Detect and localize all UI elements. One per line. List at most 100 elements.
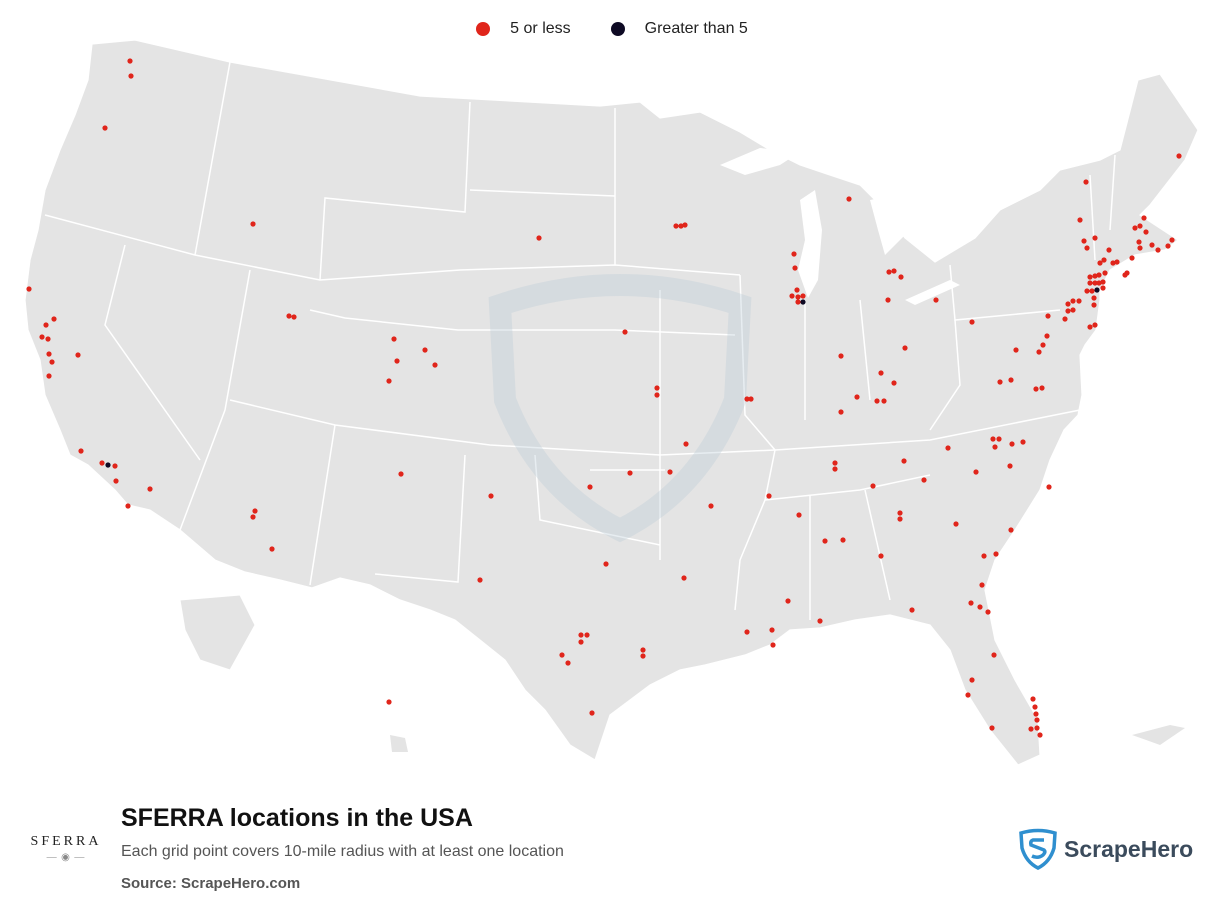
location-marker-small bbox=[708, 503, 714, 509]
sferra-logo-mark: — ◉ — bbox=[46, 852, 86, 863]
location-marker-small bbox=[391, 336, 397, 342]
location-marker-small bbox=[654, 385, 660, 391]
location-marker-small bbox=[681, 575, 687, 581]
location-marker-small bbox=[559, 652, 565, 658]
location-marker-small bbox=[789, 293, 795, 299]
location-marker-small bbox=[881, 398, 887, 404]
location-marker-small bbox=[578, 639, 584, 645]
map-legend: 5 or less Greater than 5 bbox=[0, 20, 1224, 38]
location-marker-small bbox=[622, 329, 628, 335]
location-marker-small bbox=[1032, 704, 1038, 710]
location-marker-small bbox=[1037, 732, 1043, 738]
location-marker-small bbox=[968, 600, 974, 606]
location-marker-small bbox=[1091, 302, 1097, 308]
location-marker-small bbox=[682, 222, 688, 228]
location-marker-small bbox=[996, 436, 1002, 442]
location-marker-small bbox=[1034, 717, 1040, 723]
location-marker-small bbox=[1008, 527, 1014, 533]
location-marker-small bbox=[791, 251, 797, 257]
location-marker-small bbox=[1091, 295, 1097, 301]
location-marker-small bbox=[128, 73, 134, 79]
location-marker-small bbox=[394, 358, 400, 364]
location-marker-small bbox=[477, 577, 483, 583]
island-shape bbox=[390, 735, 408, 752]
location-marker-small bbox=[817, 618, 823, 624]
location-marker-small bbox=[269, 546, 275, 552]
location-marker-small bbox=[969, 677, 975, 683]
location-marker-small bbox=[886, 269, 892, 275]
location-marker-small bbox=[1034, 725, 1040, 731]
location-marker-small bbox=[667, 469, 673, 475]
location-marker-small bbox=[832, 460, 838, 466]
location-marker-small bbox=[584, 632, 590, 638]
location-marker-small bbox=[565, 660, 571, 666]
location-marker-small bbox=[1096, 272, 1102, 278]
location-marker-large bbox=[800, 299, 806, 305]
location-marker-small bbox=[965, 692, 971, 698]
location-marker-small bbox=[1087, 280, 1093, 286]
location-marker-small bbox=[897, 510, 903, 516]
location-marker-small bbox=[979, 582, 985, 588]
location-marker-small bbox=[1092, 280, 1098, 286]
location-marker-small bbox=[1070, 298, 1076, 304]
location-marker-small bbox=[125, 503, 131, 509]
location-marker-small bbox=[885, 297, 891, 303]
location-marker-small bbox=[627, 470, 633, 476]
location-marker-small bbox=[1065, 308, 1071, 314]
location-marker-small bbox=[769, 627, 775, 633]
location-marker-small bbox=[51, 316, 57, 322]
location-marker-small bbox=[1092, 322, 1098, 328]
location-marker-small bbox=[1165, 243, 1171, 249]
location-marker-small bbox=[488, 493, 494, 499]
location-marker-small bbox=[744, 396, 750, 402]
location-marker-small bbox=[422, 347, 428, 353]
location-marker-small bbox=[846, 196, 852, 202]
legend-item-small: 5 or less bbox=[476, 20, 571, 38]
location-marker-small bbox=[800, 293, 806, 299]
location-marker-small bbox=[795, 294, 801, 300]
location-marker-small bbox=[1122, 272, 1128, 278]
location-marker-small bbox=[1137, 245, 1143, 251]
location-marker-small bbox=[78, 448, 84, 454]
location-marker-small bbox=[39, 334, 45, 340]
usa-land bbox=[24, 39, 1199, 766]
lake-michigan-shape bbox=[798, 190, 822, 298]
location-marker-small bbox=[878, 553, 884, 559]
location-marker-small bbox=[654, 392, 660, 398]
location-marker-small bbox=[1089, 288, 1095, 294]
location-marker-small bbox=[250, 514, 256, 520]
location-marker-large bbox=[105, 462, 111, 468]
location-marker-small bbox=[991, 652, 997, 658]
location-marker-small bbox=[796, 512, 802, 518]
location-marker-small bbox=[1136, 239, 1142, 245]
location-marker-small bbox=[909, 607, 915, 613]
location-marker-small bbox=[386, 378, 392, 384]
location-marker-small bbox=[432, 362, 438, 368]
location-marker-small bbox=[536, 235, 542, 241]
location-marker-small bbox=[792, 265, 798, 271]
location-marker-small bbox=[1062, 316, 1068, 322]
location-marker-small bbox=[75, 352, 81, 358]
red-dot-icon bbox=[476, 22, 491, 36]
location-marker-large bbox=[1094, 287, 1100, 293]
watermark bbox=[488, 274, 752, 543]
location-marker-small bbox=[854, 394, 860, 400]
location-marker-small bbox=[1020, 439, 1026, 445]
location-marker-small bbox=[1008, 377, 1014, 383]
location-markers bbox=[26, 58, 1182, 738]
location-marker-small bbox=[99, 460, 105, 466]
location-marker-small bbox=[1070, 307, 1076, 313]
location-marker-small bbox=[673, 223, 679, 229]
sferra-logo-text: SFERRA bbox=[30, 834, 102, 849]
location-marker-small bbox=[902, 345, 908, 351]
dark-dot-icon bbox=[610, 22, 625, 36]
location-marker-small bbox=[1101, 257, 1107, 263]
watermark-shield-icon bbox=[488, 274, 752, 543]
location-marker-small bbox=[291, 314, 297, 320]
lake-huron-shape bbox=[870, 195, 905, 255]
location-marker-small bbox=[832, 466, 838, 472]
location-marker-small bbox=[640, 647, 646, 653]
location-marker-small bbox=[878, 370, 884, 376]
location-marker-small bbox=[683, 441, 689, 447]
location-marker-small bbox=[113, 478, 119, 484]
